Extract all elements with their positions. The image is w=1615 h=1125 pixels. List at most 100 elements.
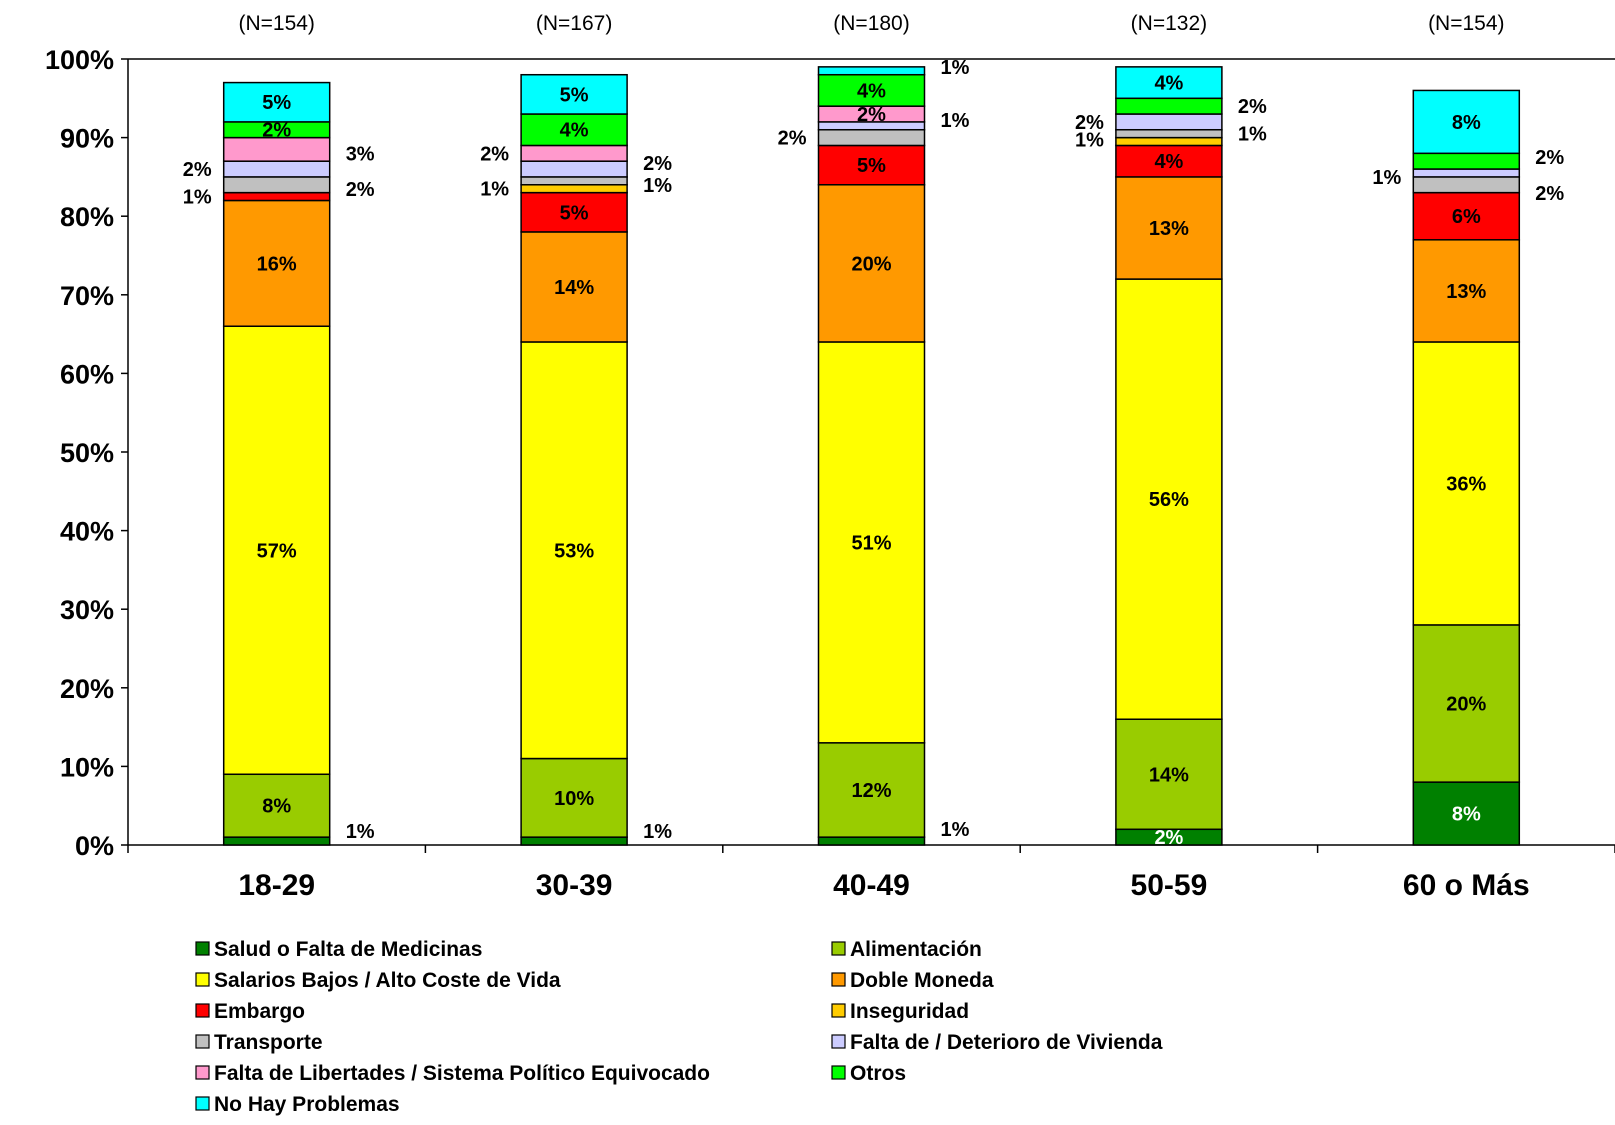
y-tick-label: 10% — [60, 752, 114, 782]
y-tick-label: 80% — [60, 202, 114, 232]
bar-segment-otros — [1115, 97, 1223, 115]
legend-label: Doble Moneda — [850, 969, 994, 992]
bar-segment-inseguridad — [1115, 136, 1223, 147]
y-tick-label: 60% — [60, 359, 114, 389]
bar-segment-salarios-bajos-alto-coste-de-vida — [520, 341, 628, 760]
data-label: 1% — [1238, 124, 1267, 146]
data-label: 2% — [778, 128, 807, 150]
data-label: 1% — [1075, 130, 1104, 152]
x-tick-label: 40-49 — [833, 869, 910, 902]
y-tick-label: 70% — [60, 281, 114, 311]
bar-segment-salud-o-falta-de-medicinas — [817, 836, 926, 846]
data-label: 1% — [346, 821, 375, 843]
bar-segment-transporte — [817, 128, 926, 147]
data-label: 2% — [183, 159, 212, 181]
legend-item-no-hay-problemas: No Hay Problemas — [195, 1093, 400, 1116]
axes: 0% 10% 20% 30% 40% 50% 60% 70% 80% 90% 100% 18-29 (N… — [45, 12, 1615, 902]
x-tick-label: 18-29 — [238, 869, 315, 902]
data-label: 3% — [346, 143, 375, 165]
data-label: 14% — [554, 277, 594, 299]
legend-swatch — [831, 1034, 846, 1049]
data-label: 10% — [554, 788, 594, 810]
bar-segment-salarios-bajos-alto-coste-de-vida — [1412, 341, 1521, 626]
data-label: 6% — [1452, 206, 1481, 228]
bar-segment-salarios-bajos-alto-coste-de-vida — [1115, 278, 1223, 720]
data-label: 12% — [851, 780, 891, 802]
data-labels: 1%8%57%16%1% 2%2%3%2%5%1%10%53%14%5%1% 1%2… — [183, 57, 1565, 849]
legend-item-doble-moneda: Doble Moneda — [831, 969, 994, 992]
data-label: 5% — [560, 202, 589, 224]
legend-item-otros: Otros — [831, 1062, 906, 1085]
data-label: 57% — [257, 540, 297, 562]
y-tick-label: 20% — [60, 674, 114, 704]
legend-label: No Hay Problemas — [214, 1093, 400, 1116]
data-label: 2% — [346, 179, 375, 201]
legend-item-falta-de-deterioro-de-vivienda: Falta de / Deterioro de Vivienda — [831, 1031, 1163, 1054]
data-label: 2% — [1154, 827, 1183, 849]
legend: Salud o Falta de Medicinas Alimentación Sa… — [195, 938, 1163, 1116]
bar-segment-falta-de-deterioro-de-vivienda — [1412, 168, 1521, 178]
data-label: 5% — [262, 92, 291, 114]
bar-segment-transporte — [1412, 176, 1521, 194]
legend-item-transporte: Transporte — [195, 1031, 323, 1054]
bar-segment-alimentacion — [520, 757, 628, 838]
legend-item-salud-o-falta-de-medicinas: Salud o Falta de Medicinas — [195, 938, 482, 961]
data-label: 20% — [851, 253, 891, 275]
bar-segment-otros — [520, 113, 628, 147]
bar-segment-embargo — [817, 144, 926, 186]
legend-label: Embargo — [214, 1000, 305, 1023]
bar-segment-no-hay-problemas — [520, 73, 628, 115]
bar-segment-salud-o-falta-de-medicinas — [1412, 781, 1521, 846]
y-tick-label: 30% — [60, 595, 114, 625]
y-tick-label: 50% — [60, 438, 114, 468]
y-tick-label: 100% — [45, 45, 114, 75]
bar-segment-falta-de-deterioro-de-vivienda — [222, 160, 331, 178]
bar-segment-alimentacion — [1115, 718, 1223, 831]
sample-size-label: (N=132) — [1131, 12, 1207, 35]
data-label: 2% — [643, 153, 672, 175]
legend-label: Falta de Libertades / Sistema Político E… — [214, 1062, 710, 1085]
data-label: 53% — [554, 540, 594, 562]
data-label: 13% — [1446, 281, 1486, 303]
data-label: 1% — [480, 179, 509, 201]
x-tick-label: 50-59 — [1131, 869, 1208, 902]
bar-segment-doble-moneda — [817, 184, 926, 343]
data-label: 36% — [1446, 473, 1486, 495]
legend-label: Salarios Bajos / Alto Coste de Vida — [214, 969, 561, 992]
data-label: 8% — [1452, 112, 1481, 134]
data-label: 2% — [1075, 112, 1104, 134]
bar-segment-salud-o-falta-de-medicinas — [222, 836, 331, 846]
sample-size-label: (N=167) — [536, 12, 612, 35]
legend-label: Salud o Falta de Medicinas — [214, 938, 482, 961]
legend-swatch — [195, 1003, 210, 1018]
legend-swatch — [195, 1096, 210, 1111]
data-label: 2% — [480, 143, 509, 165]
y-tick-label: 90% — [60, 124, 114, 154]
data-label: 4% — [560, 120, 589, 142]
data-label: 4% — [857, 80, 886, 102]
data-label: 16% — [257, 253, 297, 275]
data-label: 4% — [1154, 151, 1183, 173]
data-label: 2% — [857, 104, 886, 126]
legend-label: Transporte — [214, 1031, 323, 1054]
data-label: 1% — [941, 57, 970, 79]
x-tick-label: 30-39 — [536, 869, 613, 902]
bar-segment-no-hay-problemas — [1412, 89, 1521, 155]
data-label: 4% — [1154, 73, 1183, 95]
sample-size-label: (N=180) — [833, 12, 909, 35]
data-label: 5% — [560, 84, 589, 106]
data-label: 2% — [1535, 147, 1564, 169]
data-label: 5% — [857, 155, 886, 177]
legend-swatch — [831, 941, 846, 956]
legend-label: Otros — [850, 1062, 906, 1085]
legend-swatch — [195, 972, 210, 987]
bar-segment-falta-de-libertades-sistema-politico-equivocado — [520, 144, 628, 162]
data-label: 56% — [1149, 489, 1189, 511]
legend-swatch — [195, 1065, 210, 1080]
y-tick-label: 40% — [60, 517, 114, 547]
legend-label: Inseguridad — [850, 1000, 969, 1023]
bar-segment-doble-moneda — [1115, 176, 1223, 280]
bar-segment-no-hay-problemas — [817, 66, 926, 76]
data-label: 2% — [262, 120, 291, 142]
